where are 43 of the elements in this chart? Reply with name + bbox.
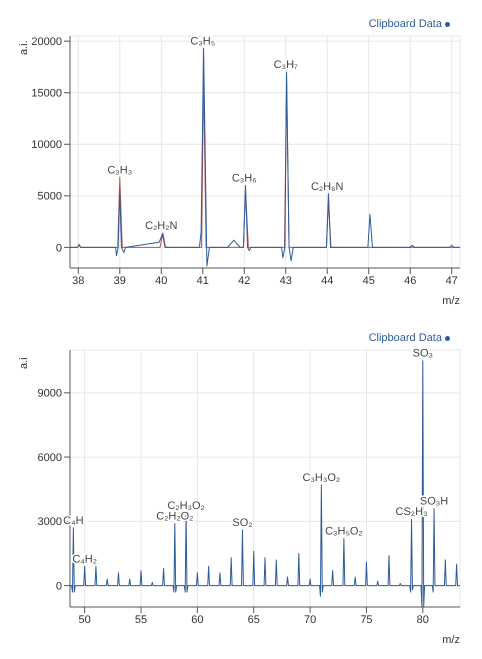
x-tick-label: 41 — [196, 274, 209, 287]
x-tick-label: 80 — [416, 614, 429, 626]
x-tick-label: 55 — [134, 614, 148, 626]
x-tick-label: 60 — [191, 614, 204, 626]
annotation: C₃H₆ — [232, 172, 257, 185]
x-tick-label: 50 — [78, 614, 91, 626]
annotation: C₂H₆N — [310, 180, 344, 193]
y-tick-label: 9000 — [38, 388, 62, 400]
x-tick-label: 70 — [304, 614, 316, 626]
y-tick-label: 15000 — [31, 88, 62, 100]
annotation: C₃H₃O₂ — [302, 472, 340, 484]
x-tick-label: 43 — [280, 274, 292, 287]
y-tick-label: 0 — [56, 242, 62, 254]
x-tick-label: 40 — [155, 274, 168, 287]
y-tick-label: 6000 — [38, 452, 62, 464]
annotation: C₂H₃O₂ — [167, 500, 205, 512]
x-tick-label: 46 — [404, 274, 416, 287]
legend-label: Clipboard Data — [368, 332, 443, 344]
x-tick-label: 45 — [362, 274, 375, 287]
x-tick-label: 42 — [238, 274, 250, 287]
y-axis-title: a.i — [18, 357, 30, 369]
annotation: C₂H₂N — [145, 220, 178, 232]
annotation: SO₃ — [412, 348, 433, 360]
annotation: C₃H₅O₂ — [325, 525, 363, 538]
y-tick-label: 20000 — [31, 36, 62, 48]
annotation: SO₂ — [232, 516, 253, 529]
annotation: C₃H₃ — [107, 164, 132, 176]
x-axis-title: m/z — [442, 295, 460, 307]
x-tick-label: 38 — [72, 274, 84, 287]
legend-label: Clipboard Data — [368, 18, 443, 30]
y-axis-title: a.i. — [18, 40, 30, 55]
y-tick-label: 0 — [56, 580, 62, 592]
x-axis-title: m/z — [442, 634, 460, 646]
x-tick-label: 44 — [321, 274, 334, 287]
y-tick-label: 3000 — [38, 516, 62, 528]
y-tick-label: 5000 — [38, 190, 62, 203]
x-tick-label: 65 — [248, 614, 260, 626]
annotation: C₃H₅ — [190, 35, 216, 48]
annotation: C₃H₇ — [274, 59, 298, 72]
y-tick-label: 10000 — [31, 139, 62, 152]
x-tick-label: 47 — [446, 274, 458, 287]
x-tick-label: 75 — [360, 614, 373, 626]
x-tick-label: 39 — [114, 274, 126, 287]
